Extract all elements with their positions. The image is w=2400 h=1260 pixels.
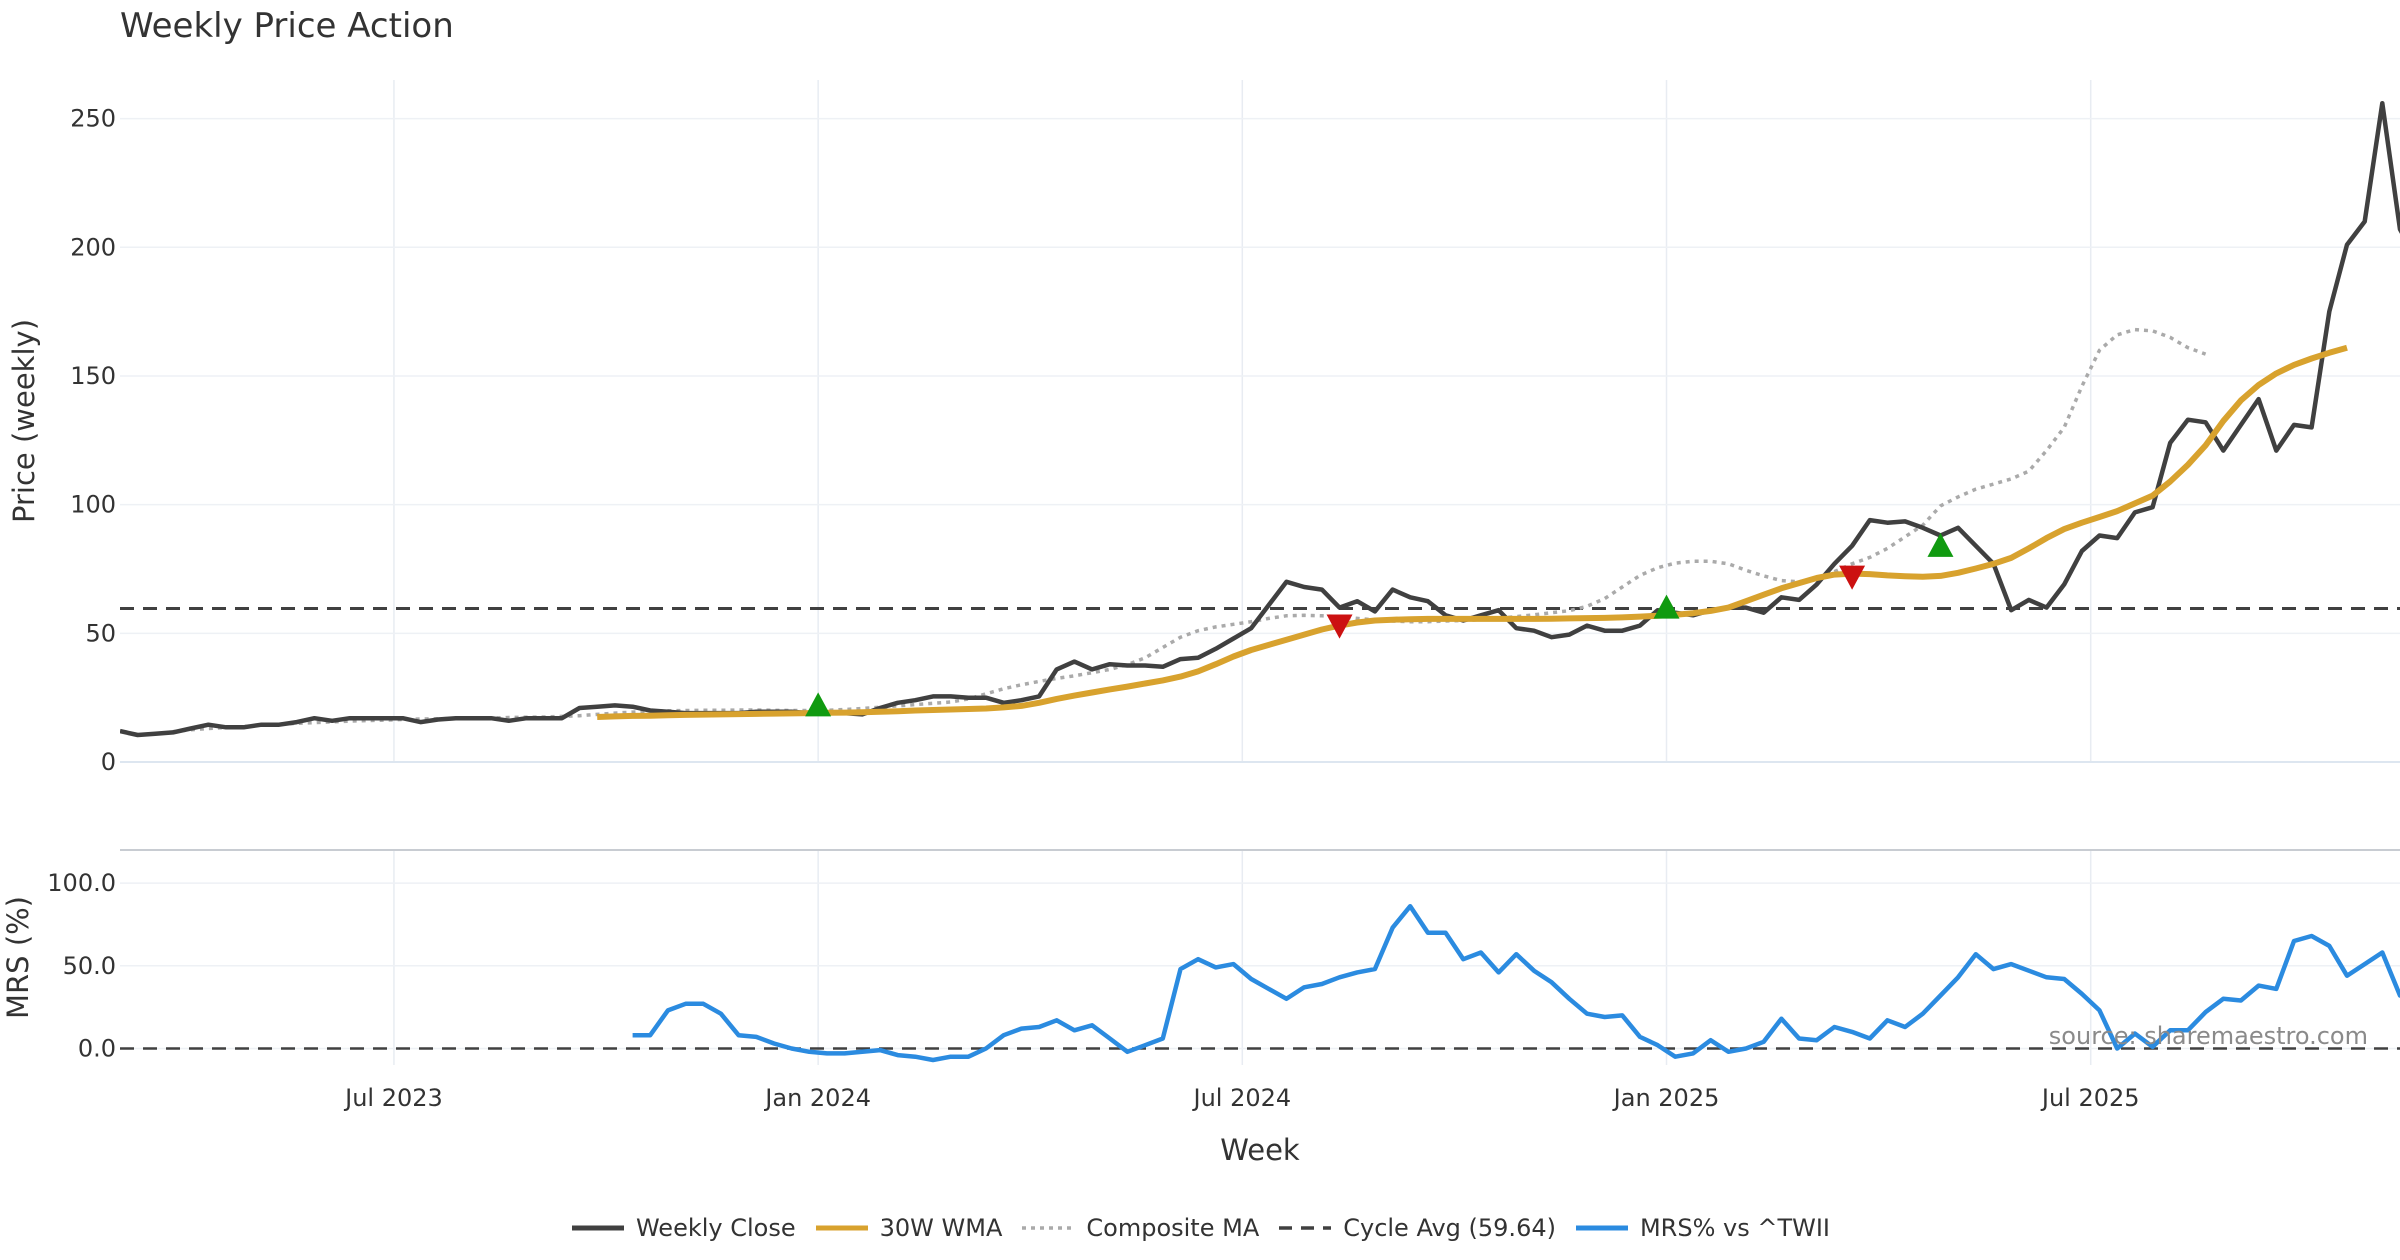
- buy-signal-marker: [805, 692, 832, 717]
- x-tick-label: Jul 2025: [2040, 1084, 2140, 1112]
- legend-label: MRS% vs ^TWII: [1639, 1214, 1831, 1242]
- legend-swatch: [1022, 1226, 1075, 1230]
- legend-label: Composite MA: [1086, 1214, 1260, 1242]
- legend-item: MRS% vs ^TWII: [1574, 1214, 1830, 1242]
- x-tick-label: Jul 2023: [343, 1084, 443, 1112]
- legend-swatch: [815, 1225, 868, 1231]
- y-tick-label-main: 0: [101, 748, 116, 776]
- wma-30w-line: [597, 344, 2348, 720]
- sell-signal-marker: [1839, 565, 1866, 590]
- y-axis-label-mrs: MRS (%): [1, 896, 35, 1019]
- y-tick-label-main: 100: [70, 491, 116, 519]
- legend-item: Composite MA: [1020, 1214, 1259, 1242]
- legend-label: Cycle Avg (59.64): [1343, 1214, 1556, 1242]
- legend-swatch: [1575, 1225, 1628, 1231]
- y-tick-label-main: 250: [70, 105, 116, 133]
- y-tick-label-main: 150: [70, 362, 116, 390]
- x-tick-label: Jul 2024: [1191, 1084, 1291, 1112]
- x-tick-label: Jan 2024: [763, 1084, 871, 1112]
- legend-swatch: [1279, 1226, 1332, 1230]
- legend: Weekly Close 30W WMA Composite MA Cycle Avg…: [0, 1214, 2400, 1242]
- legend-item: Weekly Close: [570, 1214, 796, 1242]
- sell-signal-marker: [1326, 614, 1353, 639]
- mrs-line: [632, 903, 2400, 1063]
- y-axis-label-price: Price (weekly): [7, 319, 41, 523]
- source-note: source: sharemaestro.com: [2049, 1022, 2368, 1050]
- chart-title: Weekly Price Action: [120, 6, 454, 46]
- y-tick-label-main: 50: [85, 619, 116, 647]
- legend-item: Cycle Avg (59.64): [1277, 1214, 1556, 1242]
- buy-signal-marker: [1927, 532, 1954, 557]
- weekly-close-line: [120, 100, 2400, 738]
- composite-ma-line: [172, 327, 2207, 734]
- x-axis-label: Week: [1220, 1133, 1300, 1167]
- x-tick-label: Jan 2025: [1612, 1084, 1720, 1112]
- y-tick-label-sub: 100.0: [47, 869, 116, 897]
- y-tick-label-sub: 50.0: [63, 952, 116, 980]
- y-tick-label-sub: 0.0: [78, 1034, 116, 1062]
- legend-label: 30W WMA: [879, 1214, 1003, 1242]
- legend-item: 30W WMA: [814, 1214, 1003, 1242]
- buy-signal-marker: [1653, 594, 1680, 619]
- legend-swatch: [571, 1225, 624, 1231]
- chart-canvas: 0 50 100 150 200 250 0.0 50.0 100.0 Jul 2023 Jan 2…: [1, 80, 2400, 1167]
- legend-label: Weekly Close: [635, 1214, 796, 1242]
- y-tick-label-main: 200: [70, 233, 116, 261]
